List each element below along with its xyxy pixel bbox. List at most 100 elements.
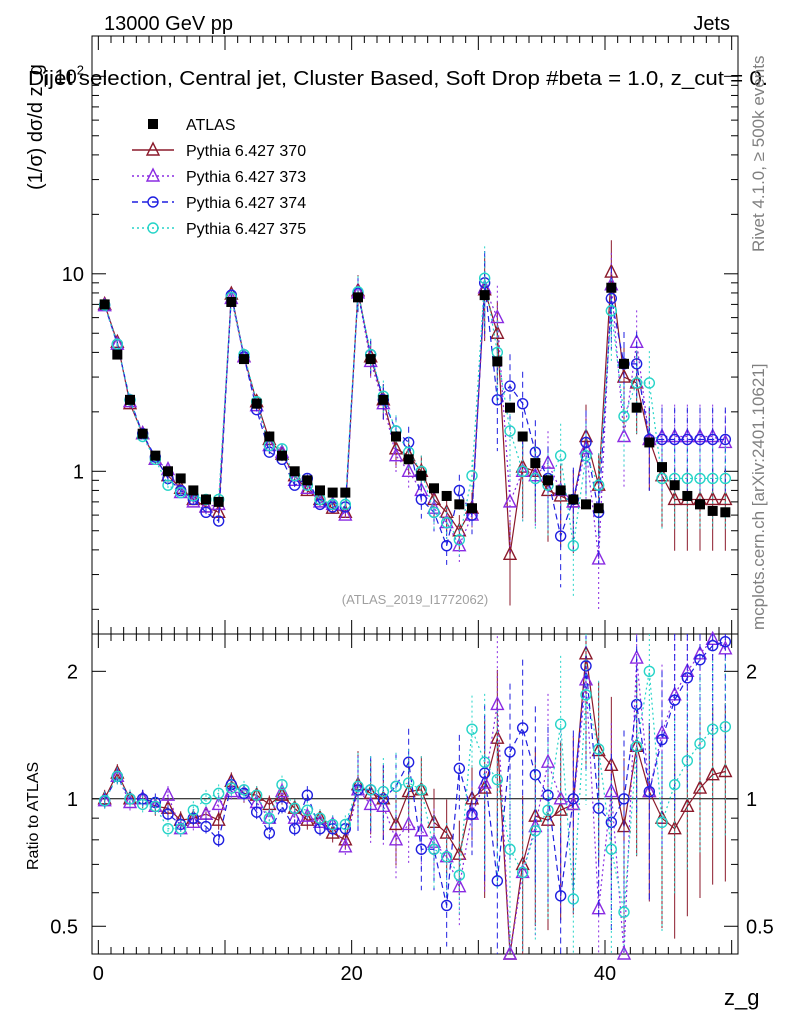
atlas-data-point xyxy=(150,450,161,461)
ratio-data-point xyxy=(618,906,630,918)
ratio-data-point xyxy=(453,762,466,775)
ratio-data-point xyxy=(567,793,580,805)
atlas-data-point xyxy=(163,466,173,477)
x-tick-label: 40 xyxy=(594,963,616,985)
main-data-point xyxy=(605,292,618,305)
x-axis-label: z_g xyxy=(724,985,759,1010)
ratio-data-point xyxy=(326,822,339,835)
ratio-data-point xyxy=(339,818,352,831)
ratio-data-point xyxy=(212,834,225,846)
atlas-data-point xyxy=(682,490,693,501)
main-data-point xyxy=(401,462,416,477)
ratio-data-point xyxy=(122,793,138,809)
ratio-data-point xyxy=(629,649,644,664)
atlas-data-point xyxy=(517,431,528,442)
ratio-data-point xyxy=(160,799,176,814)
main-data-point xyxy=(453,484,466,497)
ratio-data-point xyxy=(440,899,453,912)
ratio-y-tick-label-right: 2 xyxy=(746,661,757,683)
ratio-data-point xyxy=(301,804,314,816)
ratio-data-point xyxy=(630,740,643,753)
ratio-data-point xyxy=(211,811,226,826)
ratio-series-line xyxy=(104,641,726,906)
atlas-data-point xyxy=(99,299,110,310)
main-data-point xyxy=(440,539,453,552)
ratio-data-point xyxy=(415,784,428,796)
ratio-data-point xyxy=(162,808,174,820)
main-data-point xyxy=(681,433,694,446)
ratio-data-point xyxy=(719,720,732,733)
ratio-data-point xyxy=(200,793,212,805)
main-data-point xyxy=(502,545,518,560)
ratio-data-point xyxy=(542,789,554,801)
main-data-point xyxy=(643,377,656,389)
analysis-id: (ATLAS_2019_I1772062) xyxy=(342,592,488,607)
legend: ATLAS Pythia 6.427 370 Pythia 6.427 373 Pyt… xyxy=(132,117,306,238)
atlas-data-point xyxy=(226,296,237,307)
ratio-data-point xyxy=(680,797,695,812)
atlas-data-point xyxy=(568,494,579,505)
atlas-data-point xyxy=(302,475,313,486)
ratio-data-point xyxy=(681,755,694,767)
y-tick-label: 10 xyxy=(62,264,84,286)
main-data-point xyxy=(491,394,504,406)
ratio-data-point xyxy=(200,820,212,833)
ratio-data-point xyxy=(705,766,720,781)
ratio-data-point xyxy=(681,672,694,684)
ratio-data-point xyxy=(667,820,682,835)
main-data-point xyxy=(504,425,516,437)
atlas-data-point xyxy=(188,485,199,496)
ratio-data-point xyxy=(706,723,719,735)
ratio-data-point xyxy=(542,804,554,816)
main-data-point xyxy=(440,516,453,529)
ratio-data-point xyxy=(288,822,301,835)
main-data-point xyxy=(338,506,353,521)
ratio-data-point xyxy=(718,640,733,655)
main-data-point xyxy=(719,433,732,446)
atlas-data-point xyxy=(695,499,705,510)
atlas-data-point xyxy=(593,503,604,514)
main-data-point xyxy=(592,479,605,491)
atlas-data-point xyxy=(365,354,376,365)
energy-label: 13000 GeV pp xyxy=(104,13,233,35)
ratio-data-point xyxy=(225,782,238,794)
main-data-point xyxy=(174,486,187,499)
main-data-point xyxy=(339,498,352,511)
main-data-point xyxy=(502,493,518,508)
main-data-point xyxy=(516,465,529,477)
ratio-data-point xyxy=(364,784,377,796)
main-data-point xyxy=(706,433,719,446)
main-data-point xyxy=(718,490,733,506)
atlas-data-point xyxy=(606,282,617,293)
main-data-point xyxy=(580,449,592,462)
legend-label: Pythia 6.427 374 xyxy=(186,195,306,212)
ratio-data-point xyxy=(300,807,315,822)
main-data-point xyxy=(490,309,505,324)
ratio-data-point xyxy=(553,801,568,816)
ratio-data-point xyxy=(516,866,529,879)
ratio-data-point xyxy=(250,789,263,801)
ratio-data-point xyxy=(592,743,605,755)
y-axis-label-main: (1/σ) dσ/d z_g xyxy=(25,64,47,190)
main-data-point xyxy=(605,305,618,317)
atlas-data-point xyxy=(669,480,680,491)
main-data-point xyxy=(529,472,542,485)
ratio-data-point xyxy=(212,787,225,800)
atlas-data-point xyxy=(492,356,503,367)
main-data-point xyxy=(162,479,174,491)
ratio-data-point xyxy=(668,778,681,791)
main-data-point xyxy=(428,506,440,518)
main-data-point xyxy=(554,530,567,542)
ratio-data-point xyxy=(491,875,504,887)
ratio-data-point xyxy=(314,812,326,824)
ratio-data-point xyxy=(160,786,176,801)
main-data-point xyxy=(630,377,643,389)
atlas-data-point xyxy=(467,503,477,514)
main-data-point xyxy=(616,427,632,443)
ratio-series-line xyxy=(104,653,726,955)
main-data-point xyxy=(681,472,694,485)
ratio-data-point xyxy=(401,815,416,831)
ratio-data-point xyxy=(439,824,454,839)
